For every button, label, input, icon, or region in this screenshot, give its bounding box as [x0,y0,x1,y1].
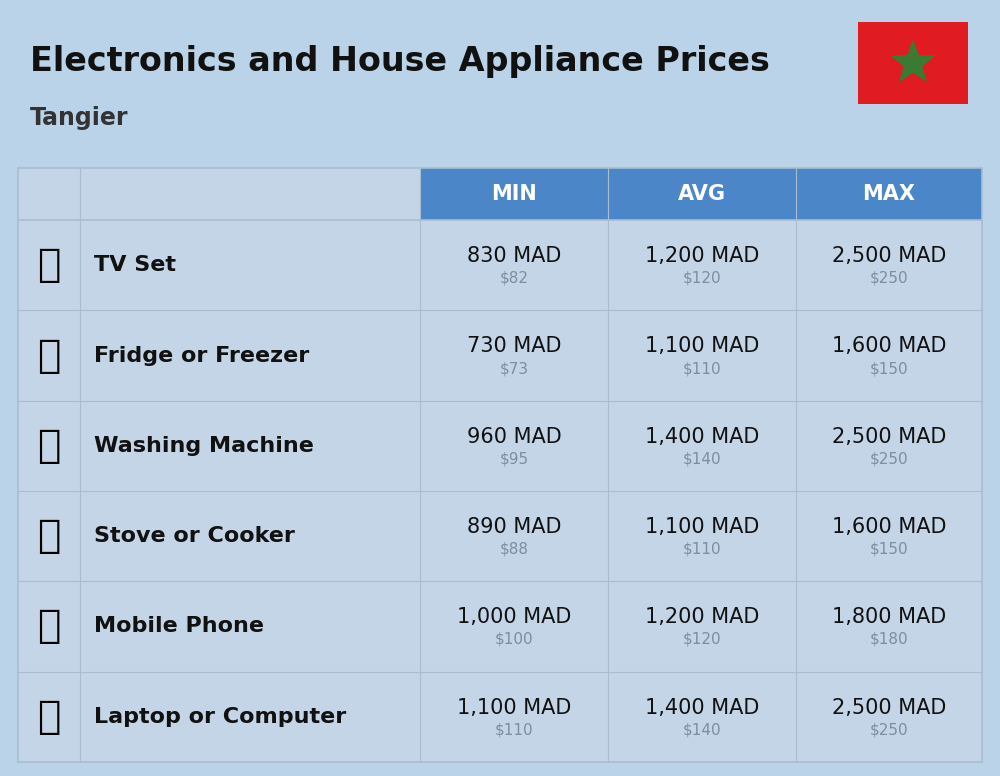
Text: $120: $120 [683,632,721,647]
Text: Laptop or Computer: Laptop or Computer [94,707,346,727]
Text: $180: $180 [870,632,908,647]
Text: Washing Machine: Washing Machine [94,436,314,456]
Text: 📱: 📱 [37,608,61,646]
Text: $250: $250 [870,722,908,737]
Text: 📺: 📺 [37,246,61,284]
Text: 1,400 MAD: 1,400 MAD [645,427,759,447]
Text: $110: $110 [683,542,721,556]
Bar [796,168,982,220]
Text: 2,500 MAD: 2,500 MAD [832,698,946,718]
Text: $140: $140 [683,722,721,737]
Text: Fridge or Freezer: Fridge or Freezer [94,345,309,365]
Text: 890 MAD: 890 MAD [467,517,561,537]
Bar [420,168,608,220]
Text: 2,500 MAD: 2,500 MAD [832,246,946,266]
Text: $150: $150 [870,542,908,556]
Text: 1,100 MAD: 1,100 MAD [645,337,759,356]
Text: 1,600 MAD: 1,600 MAD [832,337,946,356]
Text: 1,400 MAD: 1,400 MAD [645,698,759,718]
Text: 1,800 MAD: 1,800 MAD [832,608,946,628]
Text: 1,100 MAD: 1,100 MAD [645,517,759,537]
Text: $120: $120 [683,271,721,286]
Polygon shape [892,41,934,81]
Text: 2,500 MAD: 2,500 MAD [832,427,946,447]
Text: 1,200 MAD: 1,200 MAD [645,246,759,266]
Text: 1,200 MAD: 1,200 MAD [645,608,759,628]
Text: MAX: MAX [862,184,916,204]
Text: 1,100 MAD: 1,100 MAD [457,698,571,718]
Text: 🥂: 🥂 [37,517,61,555]
Text: $73: $73 [499,361,529,376]
Text: TV Set: TV Set [94,255,176,275]
Bar [858,22,968,104]
Bar [18,400,982,491]
Text: 830 MAD: 830 MAD [467,246,561,266]
Text: 🧹: 🧹 [37,427,61,465]
Text: $250: $250 [870,452,908,466]
Text: MIN: MIN [491,184,537,204]
Text: $95: $95 [499,452,529,466]
Text: 1,600 MAD: 1,600 MAD [832,517,946,537]
Bar [18,672,982,762]
Text: $110: $110 [683,361,721,376]
Bar [608,168,796,220]
Text: $88: $88 [500,542,528,556]
Text: $150: $150 [870,361,908,376]
Text: 💻: 💻 [37,698,61,736]
Bar [18,491,982,581]
Text: Electronics and House Appliance Prices: Electronics and House Appliance Prices [30,46,770,78]
Text: Tangier: Tangier [30,106,128,130]
Text: $140: $140 [683,452,721,466]
Text: $250: $250 [870,271,908,286]
Bar [18,220,982,310]
Text: $110: $110 [495,722,533,737]
Text: $100: $100 [495,632,533,647]
Bar [18,310,982,400]
Text: 730 MAD: 730 MAD [467,337,561,356]
Bar [18,581,982,672]
Text: Stove or Cooker: Stove or Cooker [94,526,295,546]
Text: 🆆: 🆆 [37,337,61,375]
Bar [18,168,420,220]
Text: $82: $82 [500,271,528,286]
Text: AVG: AVG [678,184,726,204]
Text: Mobile Phone: Mobile Phone [94,616,264,636]
Text: 960 MAD: 960 MAD [467,427,561,447]
Text: 1,000 MAD: 1,000 MAD [457,608,571,628]
